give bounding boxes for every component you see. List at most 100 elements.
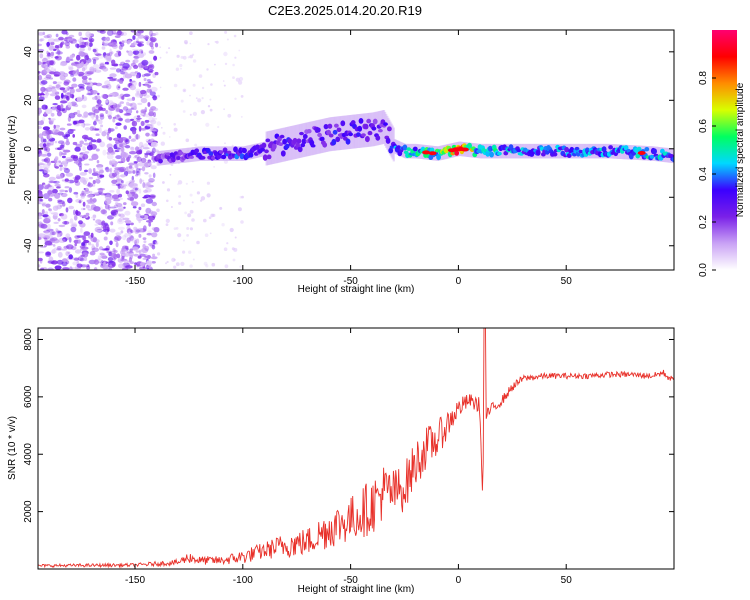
ridge-cell [176,156,182,160]
noise-blob [74,249,82,254]
noise-blob [96,138,102,143]
noise-blob [43,63,49,68]
noise-blob [141,166,146,172]
noise-blob [118,217,123,223]
noise-blob [90,216,97,219]
noise-blob [130,229,134,234]
noise-blob [177,180,183,185]
noise-blob [182,250,186,254]
noise-blob [72,141,78,146]
noise-blob [222,80,225,82]
noise-blob [88,176,93,180]
noise-blob [196,240,200,245]
ridge-cell [388,147,394,154]
noise-blob [60,72,64,77]
noise-blob [115,122,122,126]
noise-blob [38,32,44,36]
noise-blob [91,247,100,253]
noise-blob [38,61,43,66]
noise-blob [54,183,61,187]
noise-blob [56,259,64,265]
noise-blob [107,127,112,134]
noise-blob [127,50,133,57]
noise-blob [112,257,116,261]
noise-blob [93,267,98,270]
noise-blob [81,95,88,102]
noise-blob [154,71,159,76]
ridge-cell [331,138,337,146]
noise-blob [205,122,210,127]
ridge-cell [266,154,272,160]
noise-blob [155,32,159,36]
noise-blob [104,194,111,200]
noise-blob [62,267,70,270]
ridge-cell [365,136,370,143]
noise-blob [63,81,70,86]
noise-blob [133,58,139,64]
noise-blob [171,257,176,262]
noise-blob [209,108,213,112]
noise-blob [149,91,156,96]
ridge-cell [200,156,206,160]
noise-blob [151,201,157,207]
noise-blob [60,248,68,251]
noise-blob [52,205,59,211]
noise-blob [95,53,102,57]
noise-blob [80,61,84,68]
noise-blob [117,226,125,230]
ridge-cell [358,118,364,124]
noise-blob [57,49,61,55]
noise-blob [38,184,44,191]
noise-blob [43,111,47,116]
ridge-cell [336,127,342,133]
noise-blob [143,77,147,82]
ridge-cell [301,138,307,145]
noise-blob [207,43,210,46]
noise-blob [102,94,109,99]
noise-blob [97,255,101,260]
ridge-cell [260,147,265,152]
noise-blob [123,206,126,209]
noise-blob [114,114,121,120]
noise-blob [95,95,101,100]
noise-blob [47,260,55,264]
noise-blob [39,245,47,248]
noise-blob [54,192,61,199]
noise-blob [87,71,95,74]
noise-blob [97,54,105,59]
noise-blob [206,193,211,198]
noise-blob [146,79,151,82]
noise-blob [148,111,155,117]
noise-blob [62,134,68,138]
noise-blob [40,86,46,93]
noise-blob [47,142,51,147]
noise-blob [154,42,159,48]
noise-blob [75,143,83,148]
spectrogram-axes: -150 -100 -50 0 50 -40 -20 0 20 40 [23,30,674,287]
noise-blob [149,37,157,43]
noise-blob [139,253,146,257]
noise-blob [53,157,59,164]
noise-blob [84,163,90,166]
ridge-cell [652,148,657,155]
noise-blob [192,111,197,116]
noise-blob [126,101,130,106]
noise-blob [48,117,51,120]
noise-blob [53,212,59,216]
noise-blob [146,88,152,93]
noise-blob [156,121,161,126]
noise-blob [135,133,139,140]
noise-blob [92,48,97,53]
noise-blob [48,197,53,202]
noise-blob [49,211,56,214]
noise-blob [151,155,155,162]
noise-blob [101,46,106,50]
noise-blob [191,53,195,56]
noise-blob [86,194,94,199]
noise-blob [121,95,125,100]
noise-blob [38,71,41,74]
noise-blob [224,30,228,34]
noise-blob [38,264,41,268]
noise-blob [70,41,74,44]
noise-blob [38,148,42,154]
